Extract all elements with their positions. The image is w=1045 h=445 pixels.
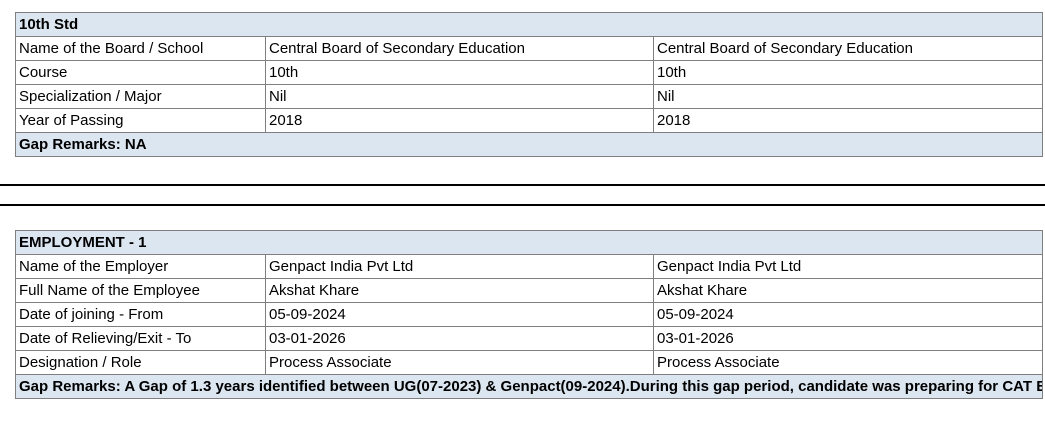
row-label: Date of joining - From: [15, 302, 266, 327]
section-header-row: 10th Std: [15, 12, 1043, 37]
row-value-b: Central Board of Secondary Education: [653, 36, 1043, 61]
table-row: Date of joining - From 05-09-2024 05-09-…: [15, 302, 1044, 327]
row-label: Full Name of the Employee: [15, 278, 266, 303]
row-value-b: 2018: [653, 108, 1043, 133]
row-label: Date of Relieving/Exit - To: [15, 326, 266, 351]
row-value-a: Process Associate: [265, 350, 654, 375]
gap-remarks: Gap Remarks: NA: [15, 132, 1043, 157]
section-title: 10th Std: [15, 12, 1043, 37]
section-divider: [0, 184, 1045, 186]
row-value-a: 2018: [265, 108, 654, 133]
row-value-b: Genpact India Pvt Ltd: [652, 254, 1044, 279]
section-divider: [0, 204, 1045, 206]
table-row: Date of Relieving/Exit - To 03-01-2026 0…: [15, 326, 1044, 351]
row-label: Year of Passing: [15, 108, 266, 133]
row-value-b: 10th: [653, 60, 1043, 85]
row-value-a: 05-09-2024: [265, 302, 654, 327]
row-value-a: Central Board of Secondary Education: [265, 36, 654, 61]
row-label: Name of the Board / School: [15, 36, 266, 61]
row-value-a: 10th: [265, 60, 654, 85]
row-value-a: Genpact India Pvt Ltd: [265, 254, 654, 279]
table-row: Course 10th 10th: [15, 60, 1043, 85]
table-row: Name of the Board / School Central Board…: [15, 36, 1043, 61]
section-header-row: EMPLOYMENT - 1: [14, 230, 1044, 255]
row-label: Course: [15, 60, 266, 85]
table-row: Specialization / Major Nil Nil: [15, 84, 1043, 109]
row-value-a: 03-01-2026: [265, 326, 654, 351]
education-10th-table: 10th Std Name of the Board / School Cent…: [15, 12, 1043, 157]
gap-remarks-row: Gap Remarks: NA: [15, 132, 1043, 157]
row-label: Designation / Role: [15, 350, 266, 375]
gap-remarks-row: Gap Remarks: A Gap of 1.3 years identifi…: [14, 374, 1044, 399]
row-value-b: Akshat Khare: [652, 278, 1044, 303]
row-value-b: Nil: [653, 84, 1043, 109]
row-value-a: Akshat Khare: [265, 278, 654, 303]
table-row: Year of Passing 2018 2018: [15, 108, 1043, 133]
table-row: Full Name of the Employee Akshat Khare A…: [15, 278, 1044, 303]
row-value-b: 05-09-2024: [652, 302, 1044, 327]
row-label: Name of the Employer: [15, 254, 266, 279]
table-row: Name of the Employer Genpact India Pvt L…: [15, 254, 1044, 279]
section-title: EMPLOYMENT - 1: [14, 230, 1044, 255]
employment-1-table: EMPLOYMENT - 1 Name of the Employer Genp…: [14, 230, 1044, 399]
table-row: Designation / Role Process Associate Pro…: [15, 350, 1044, 375]
gap-remarks: Gap Remarks: A Gap of 1.3 years identifi…: [14, 374, 1044, 399]
row-value-b: 03-01-2026: [652, 326, 1044, 351]
row-value-b: Process Associate: [652, 350, 1044, 375]
row-label: Specialization / Major: [15, 84, 266, 109]
row-value-a: Nil: [265, 84, 654, 109]
